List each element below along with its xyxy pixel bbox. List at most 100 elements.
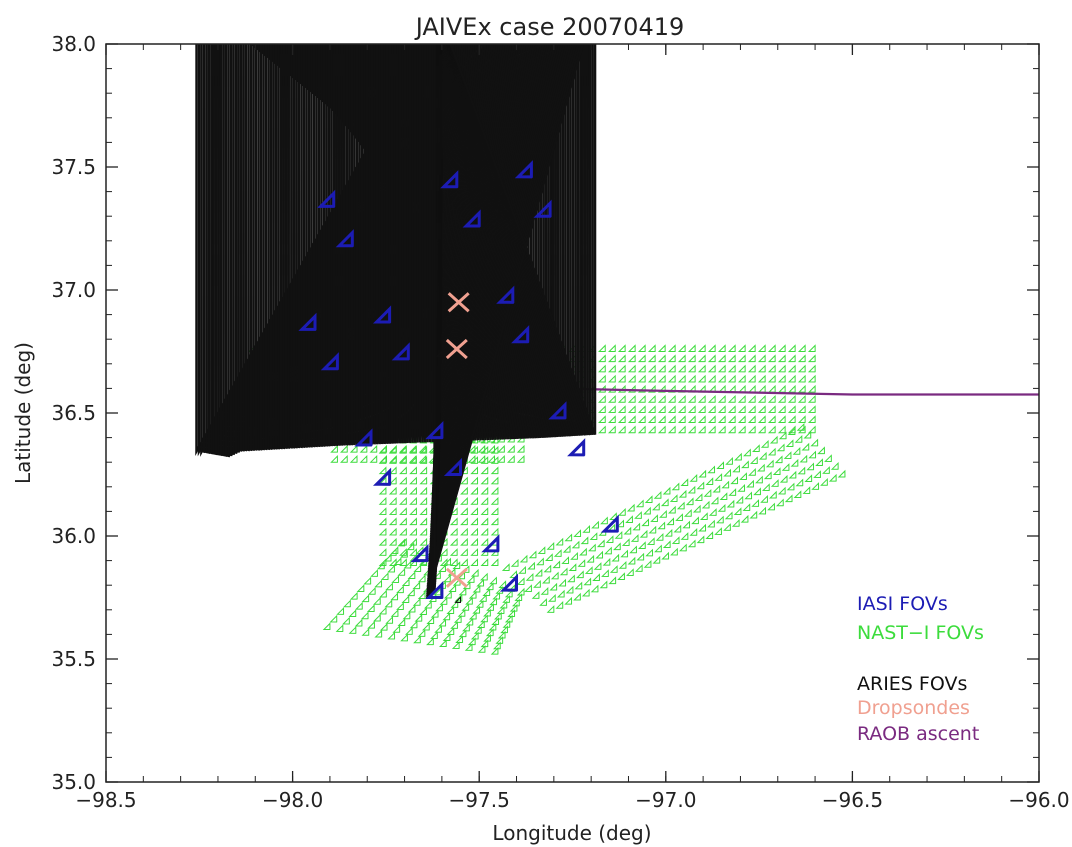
iasi-fov-marker: [372, 467, 392, 486]
nast-fov-marker: [637, 374, 646, 383]
nast-fov-marker: [450, 600, 459, 608]
nast-fov-marker: [590, 584, 599, 593]
nast-fov-marker: [647, 425, 656, 434]
nast-fov-marker: [446, 606, 455, 615]
nast-fov-marker: [687, 344, 696, 353]
nast-fov-marker: [719, 492, 728, 501]
iasi-fov-marker: [335, 229, 354, 248]
nast-fov-marker: [637, 354, 646, 363]
nast-fov-marker: [419, 486, 428, 495]
nast-fov-marker: [697, 425, 706, 434]
nast-fov-marker: [494, 611, 502, 620]
nast-fov-marker: [687, 395, 696, 403]
nast-fov-marker: [697, 405, 706, 413]
nast-fov-marker: [707, 465, 716, 474]
nast-fov-marker: [330, 444, 338, 453]
nast-fov-marker: [796, 423, 805, 431]
nast-fov-marker: [657, 354, 666, 363]
nast-fov-marker: [778, 431, 787, 440]
nast-fov-marker: [646, 537, 655, 545]
nast-fov-marker: [677, 405, 686, 413]
nast-fov-marker: [482, 588, 491, 597]
nast-fov-marker: [360, 611, 369, 620]
nast-fov-marker: [507, 609, 516, 618]
nast-fov-marker: [442, 633, 451, 642]
nast-fov-marker: [399, 558, 407, 567]
nast-fov-marker: [779, 474, 788, 483]
nast-fov-marker: [707, 519, 715, 528]
nast-fov-marker: [340, 455, 348, 463]
nast-fov-marker: [426, 637, 434, 646]
nast-fov-marker: [426, 616, 435, 625]
nast-fov-marker: [485, 582, 494, 591]
nast-fov-marker: [667, 425, 676, 434]
nast-fov-marker: [419, 497, 428, 505]
nast-fov-marker: [777, 486, 786, 495]
nast-fov-marker: [608, 354, 616, 363]
nast-fov-marker: [573, 592, 581, 601]
nast-fov-marker: [537, 546, 546, 554]
nast-fov-marker: [687, 425, 696, 434]
nast-fov-marker: [797, 344, 806, 353]
nast-fov-marker: [667, 415, 676, 424]
nast-fov-marker: [428, 594, 437, 602]
nast-fov-marker: [399, 476, 407, 485]
nast-fov-marker: [757, 374, 766, 383]
nast-fov-marker: [701, 500, 710, 509]
nast-fov-marker: [727, 344, 736, 353]
nast-fov-marker: [617, 395, 626, 403]
nast-fov-marker: [679, 543, 687, 552]
nast-fov-marker: [460, 476, 468, 485]
nast-fov-marker: [367, 587, 376, 595]
nast-fov-marker: [765, 459, 774, 468]
nast-fov-marker: [697, 364, 706, 373]
iasi-fovs-layer: [298, 160, 619, 600]
nast-fov-marker: [767, 415, 776, 424]
y-tick-label: 37.5: [51, 155, 96, 179]
nast-fov-marker: [746, 479, 754, 488]
nast-fov-marker: [439, 597, 448, 605]
nast-fov-marker: [470, 527, 479, 536]
nast-fov-marker: [470, 517, 479, 526]
nast-fov-marker: [396, 602, 404, 610]
nast-fov-marker: [588, 543, 596, 552]
nast-fov-marker: [680, 532, 689, 540]
nast-fov-marker: [409, 507, 417, 515]
nast-fov-marker: [747, 354, 756, 363]
nast-fov-marker: [499, 600, 508, 609]
nast-fov-marker: [408, 444, 417, 453]
nast-fov-marker: [802, 486, 811, 494]
nast-fov-marker: [599, 580, 608, 589]
nast-fov-marker: [806, 462, 815, 471]
iasi-fov-marker: [320, 352, 339, 371]
nast-fov-marker: [684, 509, 692, 517]
nast-fov-marker: [647, 344, 656, 353]
nast-fov-marker: [598, 364, 606, 373]
nast-fov-marker: [438, 618, 447, 627]
nast-fov-marker: [500, 625, 508, 634]
nast-fov-marker: [480, 486, 489, 495]
nast-fov-marker: [767, 384, 776, 393]
nast-fov-marker: [644, 495, 653, 504]
nast-fov-marker: [758, 451, 767, 460]
nast-fov-marker: [737, 425, 746, 434]
axis-ticks: −98.5 −98.0 −97.5 −97.0 −96.5 −96.0 35.0 35.5 36…: [51, 32, 1069, 812]
iasi-fov-marker: [298, 312, 317, 331]
nast-fov-marker: [349, 591, 358, 600]
nast-fov-marker: [582, 525, 591, 533]
nast-fov-marker: [657, 405, 666, 413]
nast-fov-marker: [422, 622, 430, 631]
nast-fov-marker: [792, 447, 801, 455]
nast-fov-marker: [727, 364, 736, 373]
nast-fov-marker: [497, 455, 505, 463]
nast-fov-marker: [747, 374, 756, 383]
nast-fov-marker: [698, 469, 707, 478]
nast-fov-marker: [385, 616, 394, 624]
nast-fov-marker: [757, 405, 766, 413]
nast-fov-marker: [667, 344, 676, 353]
nast-fov-marker: [472, 584, 481, 593]
iasi-fov-marker: [391, 342, 410, 361]
nast-fov-marker: [378, 537, 387, 546]
nast-fov-marker: [398, 444, 407, 453]
nast-fov-marker: [787, 344, 796, 353]
